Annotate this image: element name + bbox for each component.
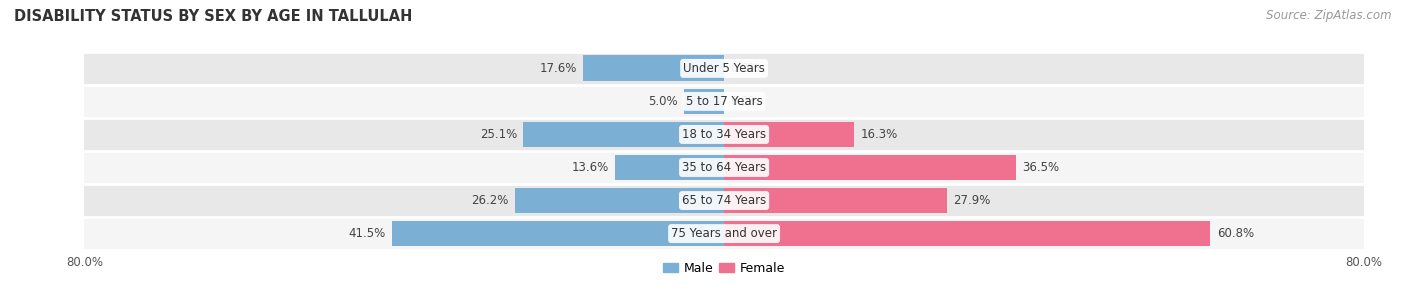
Bar (84, 184, 1364, 217)
Bar (515, 188, 724, 213)
Bar (84, 52, 1364, 85)
Bar (392, 221, 724, 246)
Text: 0.0%: 0.0% (731, 95, 761, 108)
Bar (84, 118, 1364, 151)
Text: DISABILITY STATUS BY SEX BY AGE IN TALLULAH: DISABILITY STATUS BY SEX BY AGE IN TALLU… (14, 9, 412, 24)
Text: 0.0%: 0.0% (731, 62, 761, 75)
Text: 5.0%: 5.0% (648, 95, 678, 108)
Bar (724, 188, 948, 213)
Bar (724, 221, 1211, 246)
Text: 75 Years and over: 75 Years and over (671, 227, 778, 240)
Text: 65 to 74 Years: 65 to 74 Years (682, 194, 766, 207)
Text: 26.2%: 26.2% (471, 194, 508, 207)
Text: 35 to 64 Years: 35 to 64 Years (682, 161, 766, 174)
Bar (724, 122, 855, 147)
Bar (724, 155, 1017, 180)
Text: 13.6%: 13.6% (572, 161, 609, 174)
Legend: Male, Female: Male, Female (658, 257, 790, 280)
Bar (583, 56, 724, 81)
Bar (523, 122, 724, 147)
Text: Under 5 Years: Under 5 Years (683, 62, 765, 75)
Text: 60.8%: 60.8% (1216, 227, 1254, 240)
Bar (616, 155, 724, 180)
Text: 36.5%: 36.5% (1022, 161, 1060, 174)
Text: 16.3%: 16.3% (860, 128, 898, 141)
Text: 18 to 34 Years: 18 to 34 Years (682, 128, 766, 141)
Bar (84, 85, 1364, 118)
Bar (84, 151, 1364, 184)
Text: 25.1%: 25.1% (479, 128, 517, 141)
Text: 27.9%: 27.9% (953, 194, 991, 207)
Bar (685, 88, 724, 114)
Text: 17.6%: 17.6% (540, 62, 576, 75)
Text: 5 to 17 Years: 5 to 17 Years (686, 95, 762, 108)
Bar (84, 217, 1364, 250)
Text: 41.5%: 41.5% (349, 227, 385, 240)
Text: Source: ZipAtlas.com: Source: ZipAtlas.com (1267, 9, 1392, 22)
